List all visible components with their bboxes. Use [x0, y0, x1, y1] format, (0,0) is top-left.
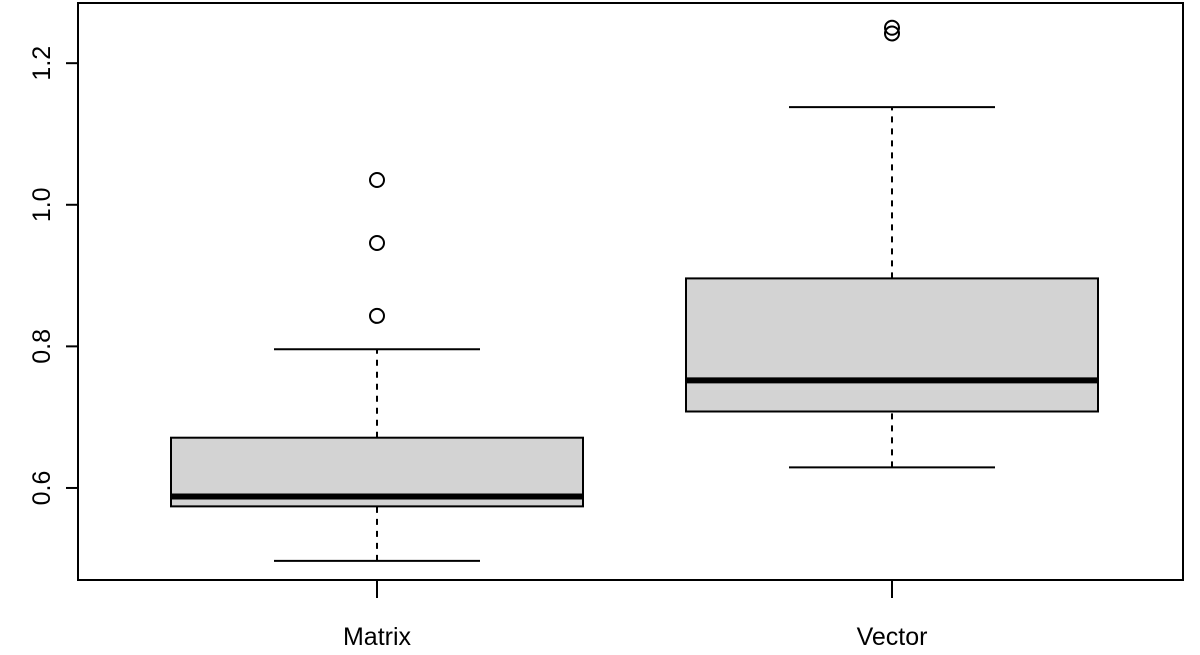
- x-tick-label-vector: Vector: [857, 623, 928, 651]
- outlier-point-matrix: [369, 307, 385, 324]
- outlier-point-vector: [884, 19, 900, 36]
- outlier-point-matrix: [369, 235, 385, 252]
- x-tick-label-matrix: Matrix: [343, 623, 412, 651]
- y-tick-label: 0.8: [28, 329, 56, 364]
- box-vector: [685, 277, 1099, 413]
- outlier-point-matrix: [369, 171, 385, 188]
- y-tick-label: 1.0: [28, 187, 56, 222]
- y-tick-label: 1.2: [28, 46, 56, 81]
- outlier-point-vector: [884, 25, 900, 42]
- y-tick-label: 0.6: [28, 471, 56, 506]
